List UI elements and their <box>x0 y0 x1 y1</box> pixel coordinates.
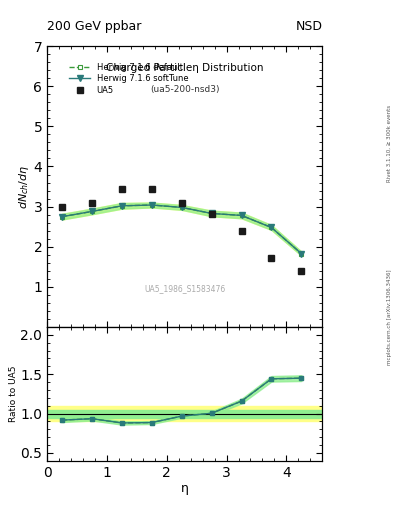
Legend: Herwig 7.1.6 default, Herwig 7.1.6 softTune, UA5: Herwig 7.1.6 default, Herwig 7.1.6 softT… <box>65 59 193 99</box>
Herwig 7.1.6 softTune <box>149 202 154 208</box>
Herwig 7.1.6 softTune <box>269 224 274 230</box>
Herwig 7.1.6 default <box>179 204 184 210</box>
Text: Rivet 3.1.10, ≥ 300k events: Rivet 3.1.10, ≥ 300k events <box>387 105 391 182</box>
Y-axis label: Ratio to UA5: Ratio to UA5 <box>9 366 18 422</box>
Text: NSD: NSD <box>295 20 322 33</box>
UA5 <box>269 255 274 261</box>
Herwig 7.1.6 default <box>239 212 244 219</box>
Herwig 7.1.6 softTune <box>179 204 184 210</box>
Herwig 7.1.6 softTune <box>209 210 214 217</box>
Y-axis label: $dN_{ch}/d\eta$: $dN_{ch}/d\eta$ <box>17 164 31 209</box>
Text: UA5_1986_S1583476: UA5_1986_S1583476 <box>144 284 225 293</box>
UA5 <box>119 186 124 193</box>
Herwig 7.1.6 softTune <box>60 214 64 220</box>
UA5 <box>299 268 304 274</box>
UA5 <box>90 200 94 206</box>
Text: (ua5-200-nsd3): (ua5-200-nsd3) <box>150 86 219 94</box>
Herwig 7.1.6 default <box>90 208 94 215</box>
Herwig 7.1.6 default <box>60 214 64 220</box>
Bar <box>47 406 322 421</box>
UA5 <box>239 228 244 234</box>
UA5 <box>60 204 64 210</box>
UA5 <box>179 200 184 206</box>
Line: Herwig 7.1.6 softTune: Herwig 7.1.6 softTune <box>59 202 305 257</box>
Herwig 7.1.6 default <box>299 250 304 257</box>
UA5 <box>149 186 154 193</box>
Text: 200 GeV ppbar: 200 GeV ppbar <box>47 20 141 33</box>
Line: Herwig 7.1.6 default: Herwig 7.1.6 default <box>60 203 304 256</box>
Herwig 7.1.6 default <box>119 203 124 209</box>
Herwig 7.1.6 softTune <box>119 203 124 209</box>
Herwig 7.1.6 default <box>269 224 274 230</box>
X-axis label: η: η <box>181 482 189 496</box>
Herwig 7.1.6 softTune <box>239 212 244 219</box>
Text: mcplots.cern.ch [arXiv:1306.3436]: mcplots.cern.ch [arXiv:1306.3436] <box>387 270 391 365</box>
Line: UA5: UA5 <box>59 186 305 274</box>
Herwig 7.1.6 default <box>209 210 214 217</box>
Herwig 7.1.6 softTune <box>299 250 304 257</box>
Text: Charged Particleη Distribution: Charged Particleη Distribution <box>106 63 263 73</box>
Bar <box>47 410 322 417</box>
Herwig 7.1.6 softTune <box>90 208 94 215</box>
Herwig 7.1.6 default <box>149 202 154 208</box>
UA5 <box>209 211 214 217</box>
